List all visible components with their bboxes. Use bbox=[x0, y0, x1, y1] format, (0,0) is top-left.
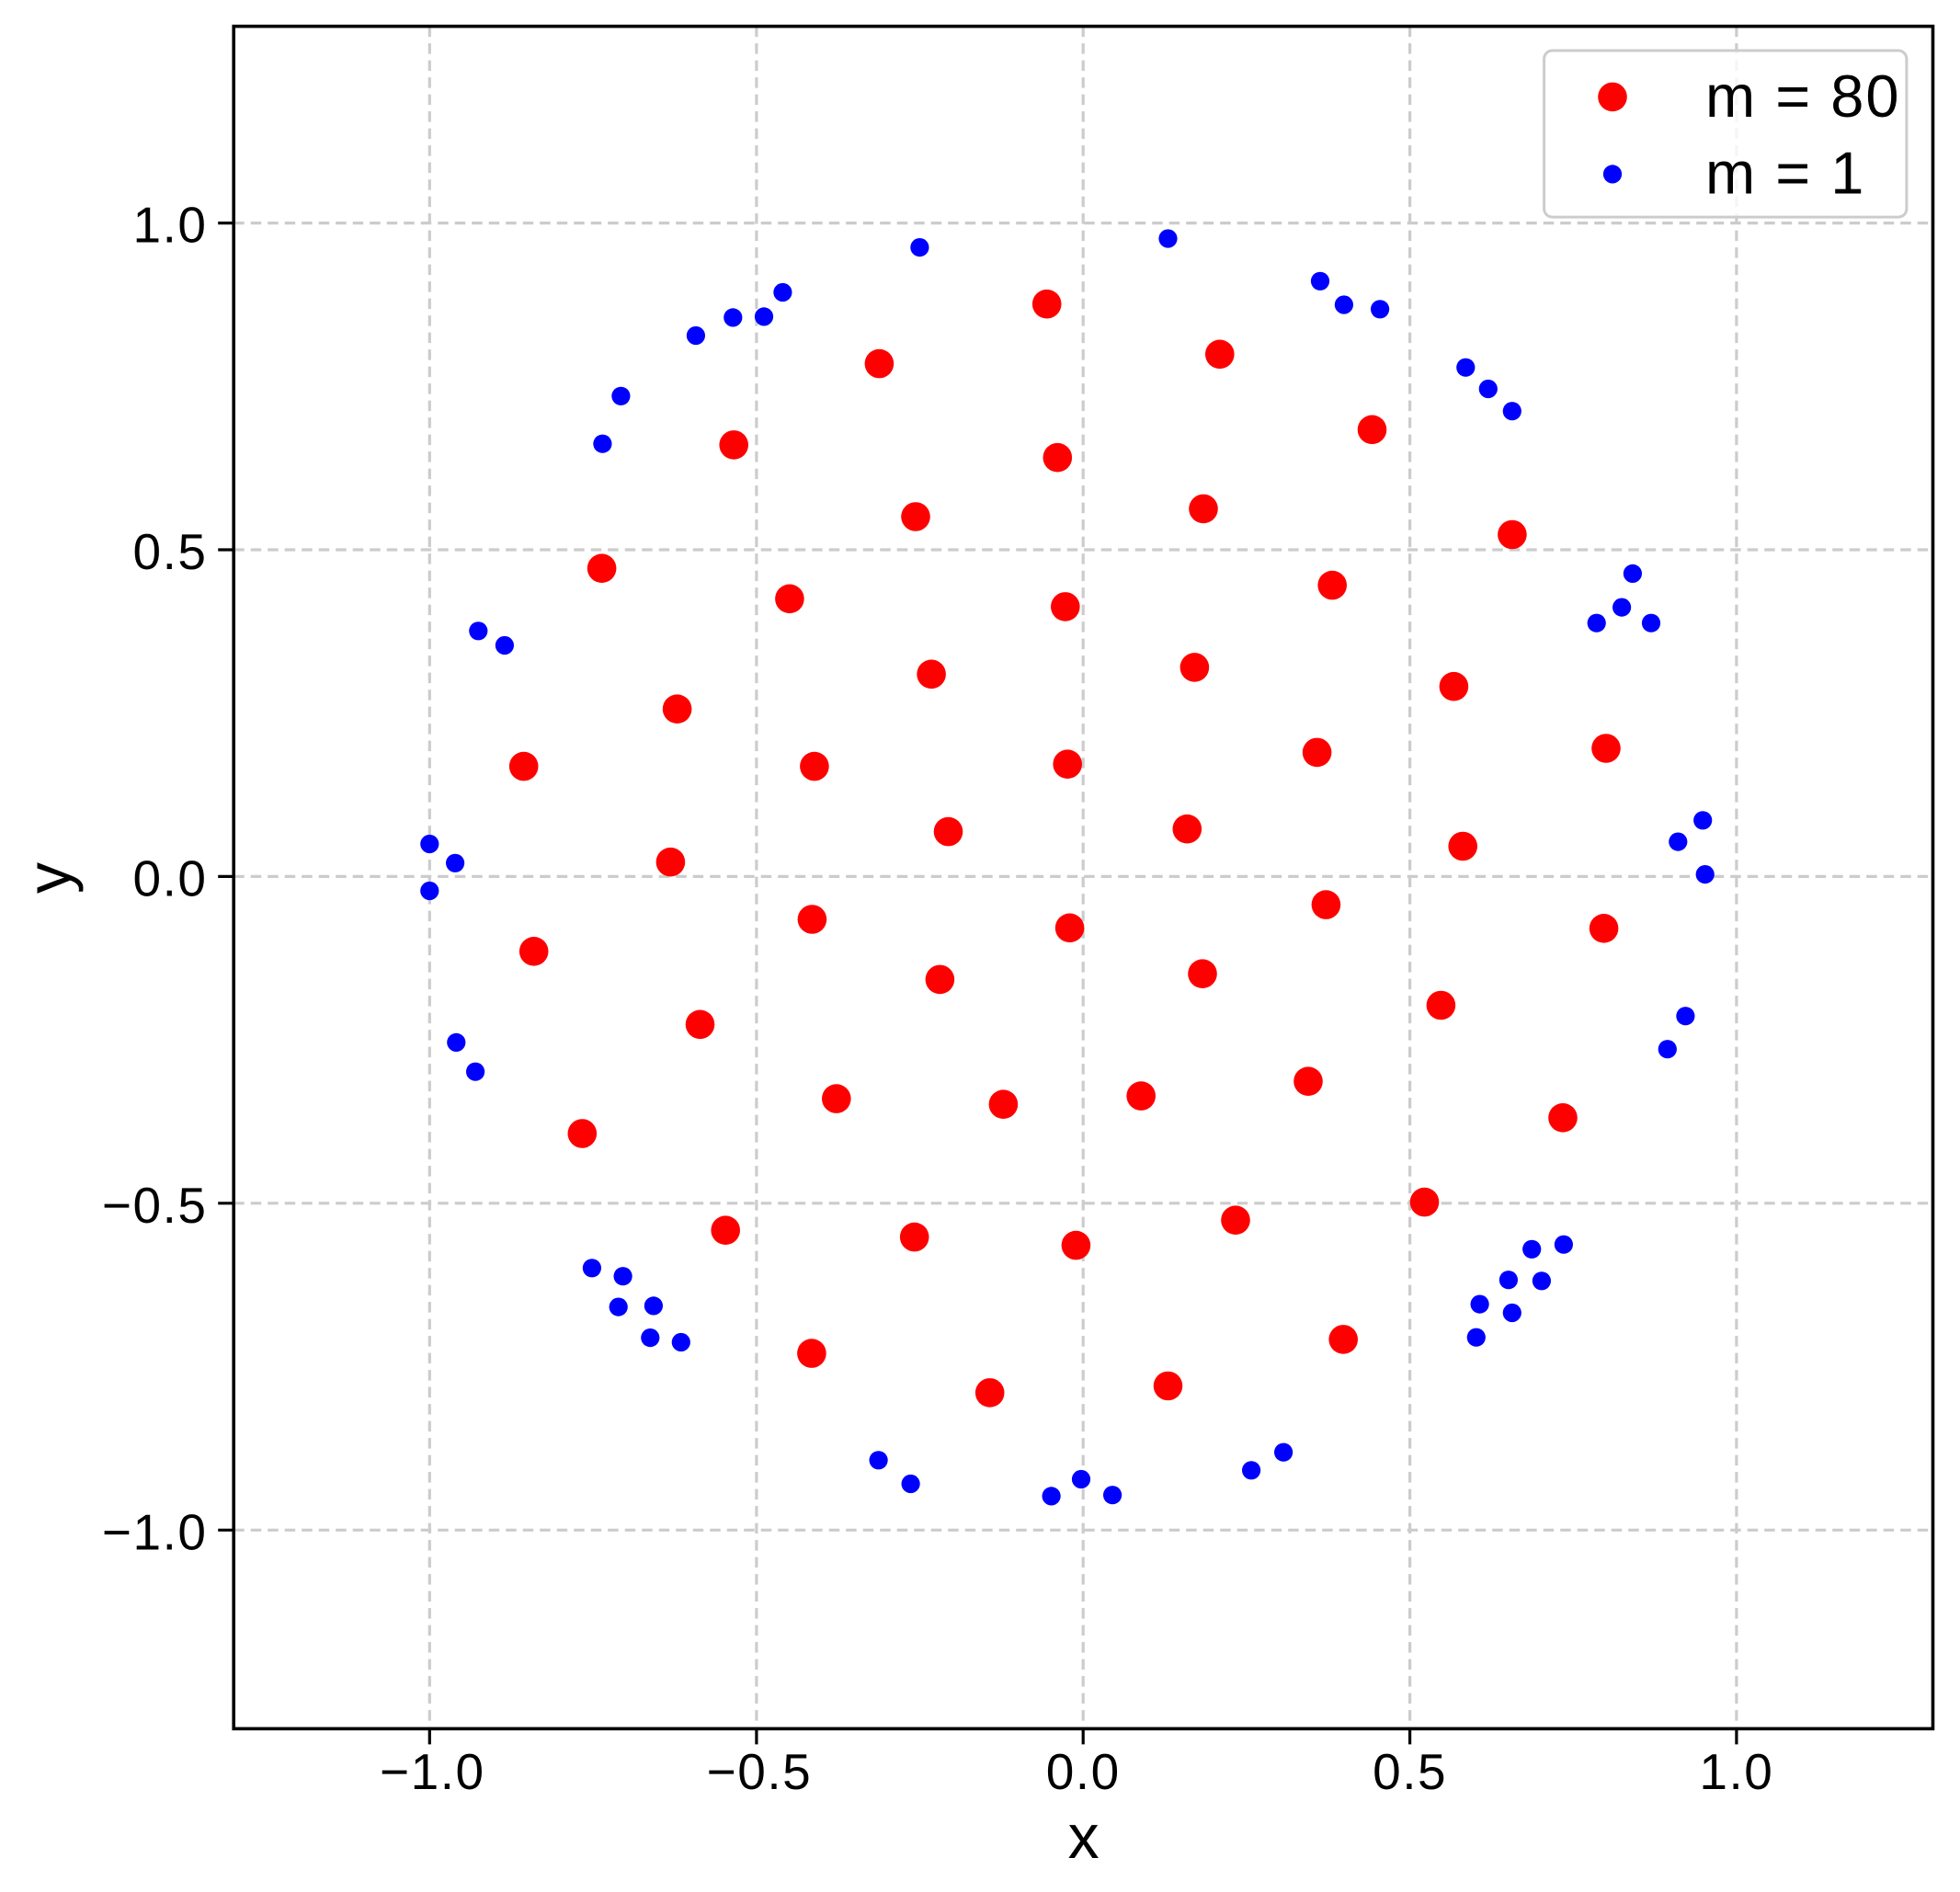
svg-text:y: y bbox=[15, 862, 85, 894]
svg-text:1.0: 1.0 bbox=[133, 197, 208, 254]
svg-text:0.5: 0.5 bbox=[1373, 1743, 1447, 1800]
svg-text:−0.5: −0.5 bbox=[707, 1743, 813, 1800]
svg-text:−1.0: −1.0 bbox=[380, 1743, 485, 1800]
svg-text:0.0: 0.0 bbox=[1046, 1743, 1121, 1800]
svg-text:0.5: 0.5 bbox=[133, 523, 208, 580]
svg-text:x: x bbox=[1068, 1802, 1100, 1872]
svg-text:1.0: 1.0 bbox=[1699, 1743, 1773, 1800]
svg-text:−1.0: −1.0 bbox=[102, 1503, 208, 1560]
svg-text:m = 1: m = 1 bbox=[1705, 140, 1865, 207]
svg-text:m = 80: m = 80 bbox=[1705, 63, 1901, 130]
svg-text:−0.5: −0.5 bbox=[102, 1177, 208, 1234]
svg-text:0.0: 0.0 bbox=[133, 849, 208, 906]
